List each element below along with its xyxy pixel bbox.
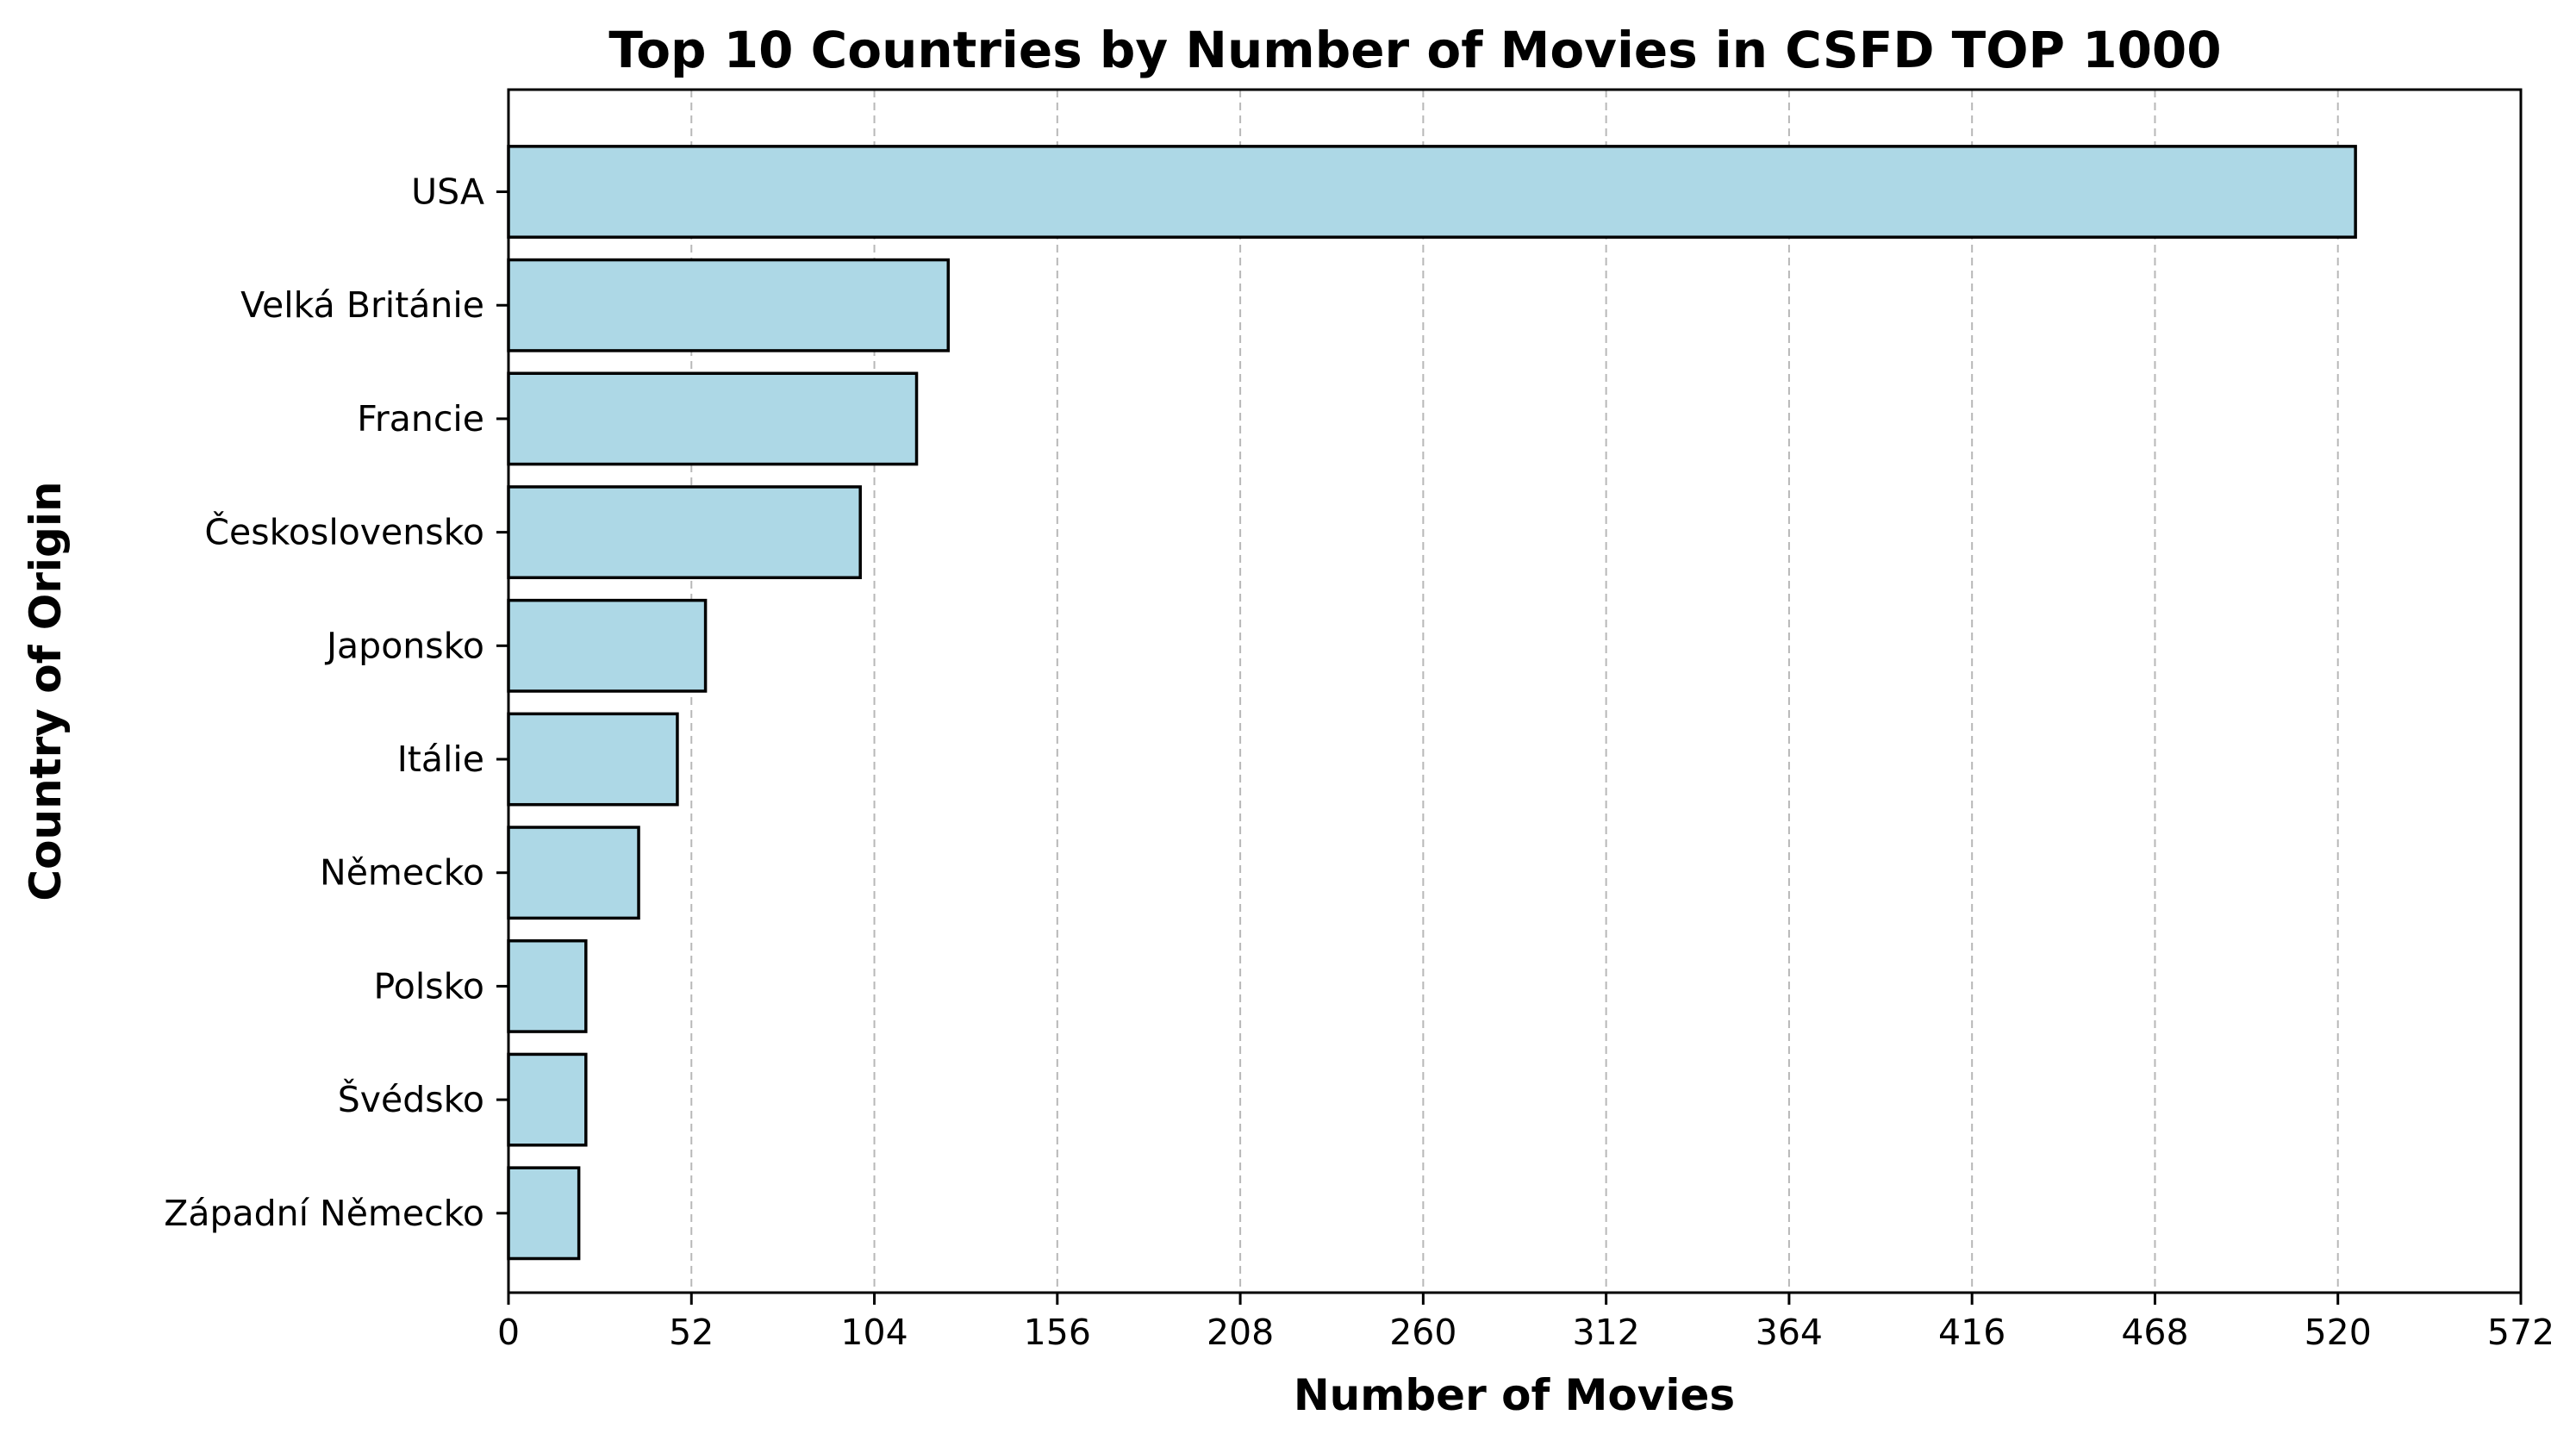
bar-1 — [507, 258, 951, 352]
x-axis-label: Number of Movies — [1294, 1370, 1735, 1420]
y-tick-label-8: Švédsko — [338, 1079, 484, 1120]
x-axis-ticks: 0 52 104 156 208 260 312 364 416 468 520 572 — [497, 1293, 2554, 1353]
y-tick-label-7: Polsko — [374, 965, 484, 1007]
x-tick-label-0: 0 — [497, 1312, 520, 1353]
x-tick-label-9: 468 — [2121, 1312, 2188, 1353]
bars — [507, 145, 2357, 1261]
y-tick-label-9: Západní Německo — [164, 1193, 484, 1234]
y-axis-ticks: USA Velká Británie Francie Československo Ja… — [164, 171, 508, 1234]
y-tick-label-5: Itálie — [397, 739, 484, 780]
y-tick-label-0: USA — [411, 171, 484, 213]
bar-8 — [507, 1052, 588, 1147]
y-tick-label-4: Japonsko — [324, 625, 484, 666]
plot-area-frame — [507, 88, 2523, 1294]
y-tick-label-2: Francie — [357, 398, 484, 439]
x-tick-label-7: 364 — [1756, 1312, 1823, 1353]
chart-title: Top 10 Countries by Number of Movies in … — [608, 21, 2221, 79]
bar-0 — [507, 145, 2357, 239]
y-tick-label-3: Československo — [204, 512, 484, 553]
bar-9 — [507, 1166, 581, 1261]
bar-2 — [507, 371, 919, 466]
bar-7 — [507, 938, 588, 1033]
y-tick-label-1: Velká Británie — [240, 284, 484, 326]
x-tick-label-6: 312 — [1573, 1312, 1640, 1353]
bar-4 — [507, 598, 708, 693]
x-tick-label-11: 572 — [2487, 1312, 2554, 1353]
x-tick-label-1: 52 — [669, 1312, 714, 1353]
x-tick-label-2: 104 — [840, 1312, 908, 1353]
y-tick-label-6: Německo — [320, 852, 484, 894]
x-tick-label-10: 520 — [2305, 1312, 2372, 1353]
x-tick-label-4: 208 — [1207, 1312, 1274, 1353]
bar-6 — [507, 826, 640, 920]
x-tick-label-8: 416 — [1938, 1312, 2005, 1353]
y-axis-label: Country of Origin — [21, 481, 71, 901]
x-tick-label-3: 156 — [1024, 1312, 1091, 1353]
bar-3 — [507, 485, 862, 580]
x-tick-label-5: 260 — [1389, 1312, 1456, 1353]
bar-5 — [507, 712, 679, 807]
